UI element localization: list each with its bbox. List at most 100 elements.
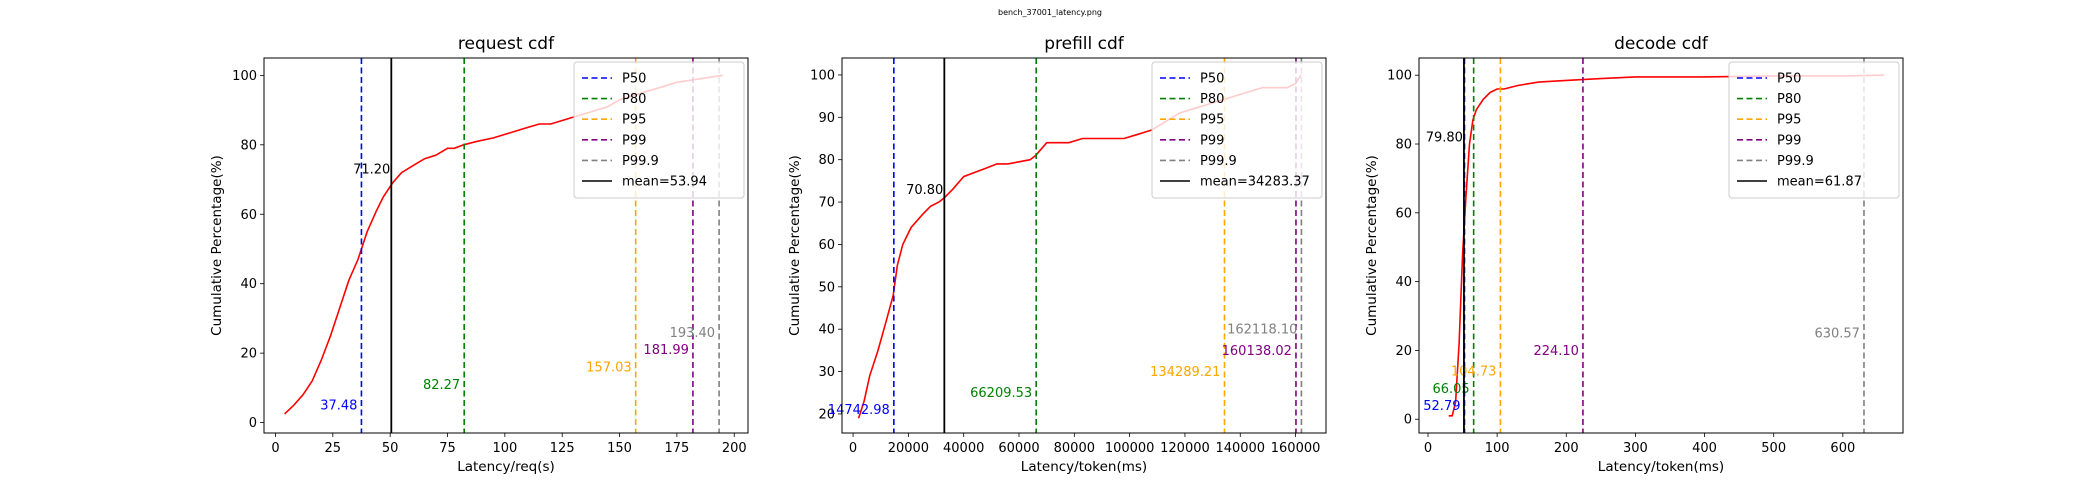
y-tick-label: 60 [1395,206,1412,221]
percentile-label: 157.03 [586,361,632,376]
x-tick-label: 100 [1485,441,1510,456]
y-axis-label: Cumulative Percentage(%) [787,155,803,336]
y-tick-label: 20 [818,407,835,422]
legend-label: P99.9 [622,154,659,169]
legend-label: P99 [1200,133,1224,148]
percentile-label: 162118.10 [1227,323,1297,338]
axes-frame [1418,57,1904,434]
x-tick-label: 25 [325,441,342,456]
percentile-label: 52.79 [1423,399,1460,414]
y-tick-label: 40 [1395,275,1412,290]
legend-label: P80 [1200,92,1224,107]
y-tick-label: 100 [810,68,835,83]
y-tick-label: 100 [232,69,257,84]
x-tick-label: 125 [550,441,575,456]
mean-annotation: 79.80 [1426,131,1463,146]
x-axis-label: Latency/token(ms) [1021,459,1147,475]
x-tick-label: 150 [607,441,632,456]
mean-annotation: 70.80 [906,183,943,198]
axes-frame [841,57,1327,434]
legend-label: mean=53.94 [622,175,707,190]
x-tick-label: 100 [492,441,517,456]
y-tick-label: 70 [818,196,835,211]
x-tick-label: 75 [439,441,456,456]
x-tick-label: 60000 [998,441,1039,456]
percentile-label: 160138.02 [1222,344,1292,359]
percentile-label: 66209.53 [970,386,1032,401]
y-tick-label: 40 [818,323,835,338]
chart-title: decode cdf [1614,34,1709,54]
y-tick-label: 0 [1404,413,1412,428]
y-axis-label: Cumulative Percentage(%) [1364,155,1380,336]
x-tick-label: 40000 [943,441,984,456]
y-tick-label: 20 [1395,344,1412,359]
y-tick-label: 20 [240,347,257,362]
axes-frame [263,57,749,434]
legend-label: P50 [1200,72,1224,87]
y-tick-label: 100 [1387,69,1412,84]
percentile-label: 630.57 [1814,327,1860,342]
x-tick-label: 0 [1424,441,1432,456]
x-tick-label: 0 [271,441,279,456]
x-tick-label: 300 [1623,441,1648,456]
y-tick-label: 90 [818,111,835,126]
legend-label: P95 [1200,113,1224,128]
y-tick-label: 60 [240,208,257,223]
x-axis-label: Latency/token(ms) [1598,459,1724,475]
legend-label: P95 [1777,113,1801,128]
x-axis-label: Latency/req(s) [457,459,555,475]
percentile-label: 37.48 [320,399,357,414]
x-tick-label: 20000 [888,441,929,456]
legend-label: P95 [622,113,646,128]
mean-annotation: 71.20 [353,163,390,178]
x-tick-label: 0 [849,441,857,456]
chart-panel-2: decode cdf 0 100 200 300 400 500 600 0 20 40 60 80 10… [1364,34,1904,475]
chart-title: prefill cdf [1044,34,1125,54]
y-tick-label: 60 [818,238,835,253]
x-tick-label: 200 [1554,441,1579,456]
legend-label: P50 [1777,72,1801,87]
x-tick-label: 175 [664,441,689,456]
y-tick-label: 40 [240,277,257,292]
x-tick-label: 500 [1761,441,1786,456]
percentile-label: 104.73 [1451,365,1497,380]
percentile-label: 66.05 [1432,382,1469,397]
y-tick-label: 50 [818,280,835,295]
chart-title: request cdf [458,34,555,54]
y-tick-label: 80 [818,153,835,168]
percentile-label: 82.27 [423,378,460,393]
chart-panel-0: request cdf 0 25 50 75 100 125 150 175 200 0 20 40 60… [209,34,749,475]
percentile-label: 14742.98 [828,403,890,418]
legend-label: mean=61.87 [1777,175,1862,190]
x-tick-label: 100000 [1105,441,1155,456]
legend-label: mean=34283.37 [1200,175,1310,190]
percentile-label: 134289.21 [1150,365,1220,380]
x-tick-label: 80000 [1054,441,1095,456]
legend-label: P99 [622,133,646,148]
legend-label: P99.9 [1777,154,1814,169]
figure-suptitle: bench_37001_latency.png [998,8,1102,17]
percentile-label: 193.40 [670,326,716,341]
y-tick-label: 0 [249,416,257,431]
legend-label: P80 [1777,92,1801,107]
x-tick-label: 600 [1830,441,1855,456]
percentile-label: 181.99 [643,343,689,358]
legend [1728,61,1900,199]
y-tick-label: 30 [818,365,835,380]
y-tick-label: 80 [1395,138,1412,153]
x-tick-label: 200 [722,441,747,456]
chart-panel-1: prefill cdf 0 20000 40000 60000 80000 100000 12… [787,34,1327,475]
legend-label: P99.9 [1200,154,1237,169]
x-tick-label: 160000 [1271,441,1321,456]
x-tick-label: 120000 [1160,441,1210,456]
legend [573,61,745,199]
y-axis-label: Cumulative Percentage(%) [209,155,225,336]
percentile-label: 224.10 [1533,344,1579,359]
x-tick-label: 140000 [1215,441,1265,456]
x-tick-label: 50 [382,441,399,456]
y-tick-label: 80 [240,138,257,153]
legend-label: P50 [622,72,646,87]
cdf-line [1448,74,1885,417]
legend [1151,61,1323,199]
